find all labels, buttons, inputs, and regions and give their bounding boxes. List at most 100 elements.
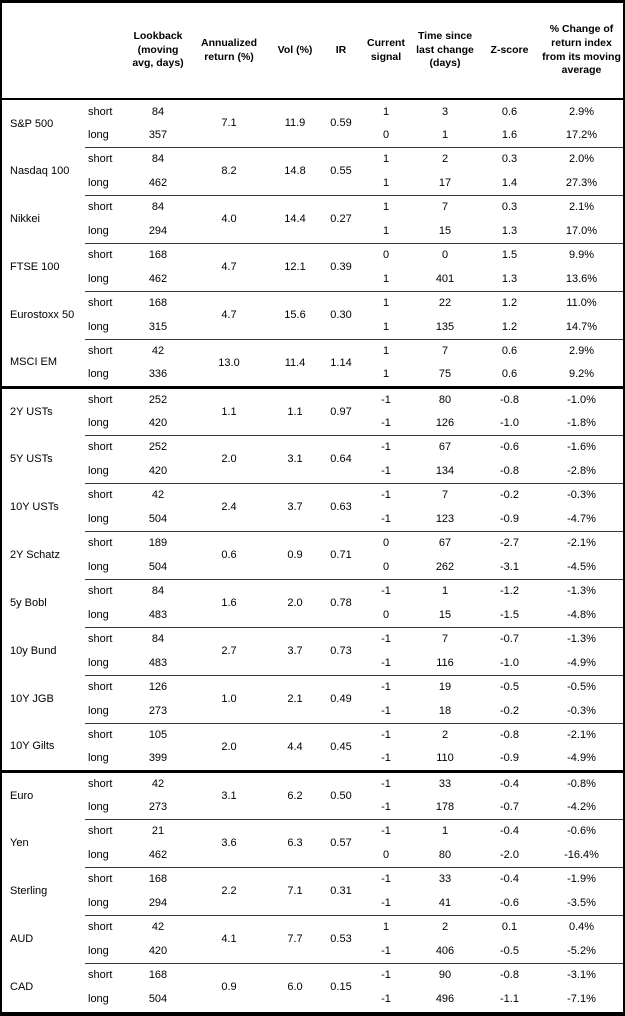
pct-change-value-short: -1.0%	[540, 385, 623, 411]
instrument-long-row: long 294 1 15 1.3 17.0%	[2, 219, 623, 243]
time-since-last-change-value-long: 1	[441, 128, 449, 141]
time-since-last-change-value-short: 2	[411, 146, 479, 171]
current-signal-value-short: -1	[361, 818, 411, 843]
current-signal-value-long: -1	[381, 464, 391, 477]
instrument-long-row: long 273 -1 18 -0.2 -0.3%	[2, 699, 623, 723]
instrument-short-row: 2Y Schatz short 189 0.6 0.9 0.71 0 67 -2…	[2, 530, 623, 579]
ir-value: 0.71	[321, 530, 361, 579]
pct-change-value-long: -5.2%	[567, 944, 596, 957]
horizon-label-short: short	[85, 530, 127, 555]
current-signal-value-short: -1	[361, 674, 411, 699]
pct-change-value-short: 11.0%	[540, 290, 623, 315]
lookback-value-long: 462	[148, 848, 168, 861]
vol-value: 12.1	[269, 242, 321, 291]
current-signal-value-short: 1	[361, 290, 411, 315]
horizon-label-short: short	[85, 962, 127, 987]
instrument-block: 10Y JGB short 126 1.0 2.1 0.49 -1 19 -0.…	[2, 674, 623, 723]
current-signal-value-short: 0	[361, 242, 411, 267]
current-signal-value-long: -1	[381, 800, 391, 813]
ir-value: 0.78	[321, 578, 361, 627]
pct-change-value-short: -0.8%	[540, 769, 623, 795]
lookback-value-long: 336	[148, 368, 168, 381]
time-since-last-change-value-short: 7	[411, 482, 479, 507]
lookback-value-short: 168	[127, 242, 189, 267]
z-score-value-short: 1.2	[479, 290, 540, 315]
current-signal-value-short: -1	[361, 722, 411, 747]
vol-value: 3.1	[269, 434, 321, 483]
pct-change-value-short: -2.1%	[540, 722, 623, 747]
horizon-label-short: short	[85, 914, 127, 939]
instrument-name: CAD	[10, 981, 34, 993]
instrument-long-row: long 315 1 135 1.2 14.7%	[2, 315, 623, 339]
instrument-name: Euro	[2, 769, 85, 819]
time-since-last-change-value-short: 0	[411, 242, 479, 267]
pct-change-value-long: -7.1%	[567, 993, 596, 1005]
header-lookback: Lookback (moving avg, days)	[127, 3, 189, 100]
horizon-label-long: long	[88, 416, 109, 429]
instrument-short-row: CAD short 168 0.9 6.0 0.15 -1 90 -0.8 -3…	[2, 962, 623, 1011]
pct-change-value-short: -1.3%	[540, 578, 623, 603]
instrument-long-row: long 336 1 75 0.6 9.2%	[2, 363, 623, 387]
time-since-last-change-value-long: 18	[438, 704, 452, 717]
z-score-value-long: 1.3	[501, 224, 518, 237]
horizon-label-long: long	[88, 128, 109, 141]
ir-value: 0.39	[321, 242, 361, 291]
current-signal-value-long: 0	[382, 608, 390, 621]
time-since-last-change-value-long: 496	[435, 993, 455, 1005]
z-score-value-short: -0.5	[479, 674, 540, 699]
z-score-value-long: 1.3	[501, 272, 518, 285]
current-signal-value-long: 0	[382, 848, 390, 861]
ir-value: 0.73	[321, 626, 361, 675]
annualized-return-value: 8.2	[189, 146, 269, 195]
lookback-value-short: 168	[127, 866, 189, 891]
horizon-label-long: long	[88, 752, 109, 765]
instrument-block: 5y Bobl short 84 1.6 2.0 0.78 -1 1 -1.2 …	[2, 578, 623, 627]
time-since-last-change-value-long: 178	[435, 800, 455, 813]
z-score-value-short: -0.4	[479, 769, 540, 795]
instrument-short-row: Nikkei short 84 4.0 14.4 0.27 1 7 0.3 2.…	[2, 194, 623, 243]
z-score-value-short: -0.4	[479, 866, 540, 891]
ir-value: 0.50	[321, 769, 361, 819]
lookback-value-short: 168	[127, 290, 189, 315]
current-signal-value-short: -1	[361, 962, 411, 987]
z-score-value-short: 0.6	[501, 105, 518, 118]
instrument-short-row: Nasdaq 100 short 84 8.2 14.8 0.55 1 2 0.…	[2, 146, 623, 195]
time-since-last-change-value-short: 1	[411, 578, 479, 603]
pct-change-value-long: 9.2%	[568, 368, 595, 381]
z-score-value-long: -0.6	[500, 896, 519, 909]
instrument-short-row: Sterling short 168 2.2 7.1 0.31 -1 33 -0…	[2, 866, 623, 915]
header-current-signal: Current signal	[361, 3, 411, 100]
horizon-label-long: long	[88, 993, 109, 1005]
instrument-short-row: Euro short 42 3.1 6.2 0.50 -1 33 -0.4 -0…	[2, 769, 623, 819]
instrument-name: 10Y USTs	[10, 501, 59, 513]
annualized-return-value: 2.0	[189, 434, 269, 483]
annualized-return-value: 1.1	[189, 385, 269, 435]
instrument-name: AUD	[10, 933, 34, 945]
time-since-last-change-value-short: 33	[411, 769, 479, 795]
current-signal-value-long: 1	[382, 368, 390, 381]
lookback-value-short: 189	[127, 530, 189, 555]
lookback-value-short: 42	[127, 769, 189, 795]
instrument-short-row: S&P 500 short 84 7.1 11.9 0.59 1 3 0.6 2…	[2, 99, 623, 130]
horizon-label-long: long	[88, 848, 109, 861]
horizon-label-long: long	[88, 944, 109, 957]
current-signal-value-short: 1	[361, 338, 411, 363]
time-since-last-change-value-long: 123	[435, 512, 455, 525]
horizon-label-short: short	[85, 338, 127, 363]
pct-change-value-short: -3.1%	[540, 962, 623, 987]
time-since-last-change-value-short: 67	[411, 434, 479, 459]
instrument-name: 2Y USTs	[2, 385, 85, 435]
instrument-name: MSCI EM	[10, 356, 58, 369]
time-since-last-change-value-long: 17	[438, 176, 452, 189]
instrument-block: 2Y USTs short 252 1.1 1.1 0.97 -1 80 -0.…	[2, 385, 623, 435]
vol-value: 11.9	[284, 117, 306, 130]
vol-value: 14.4	[269, 194, 321, 243]
instrument-long-row: long 483 0 15 -1.5 -4.8%	[2, 603, 623, 627]
instrument-name: Nasdaq 100	[10, 165, 70, 177]
vol-value: 2.0	[269, 578, 321, 627]
pct-change-value-long: 17.0%	[565, 224, 598, 237]
pct-change-value-long: -4.7%	[567, 512, 596, 525]
vol-value: 11.4	[269, 338, 321, 387]
pct-change-value-long: 27.3%	[565, 176, 598, 189]
instrument-block: S&P 500 short 84 7.1 11.9 0.59 1 3 0.6 2…	[2, 99, 623, 147]
